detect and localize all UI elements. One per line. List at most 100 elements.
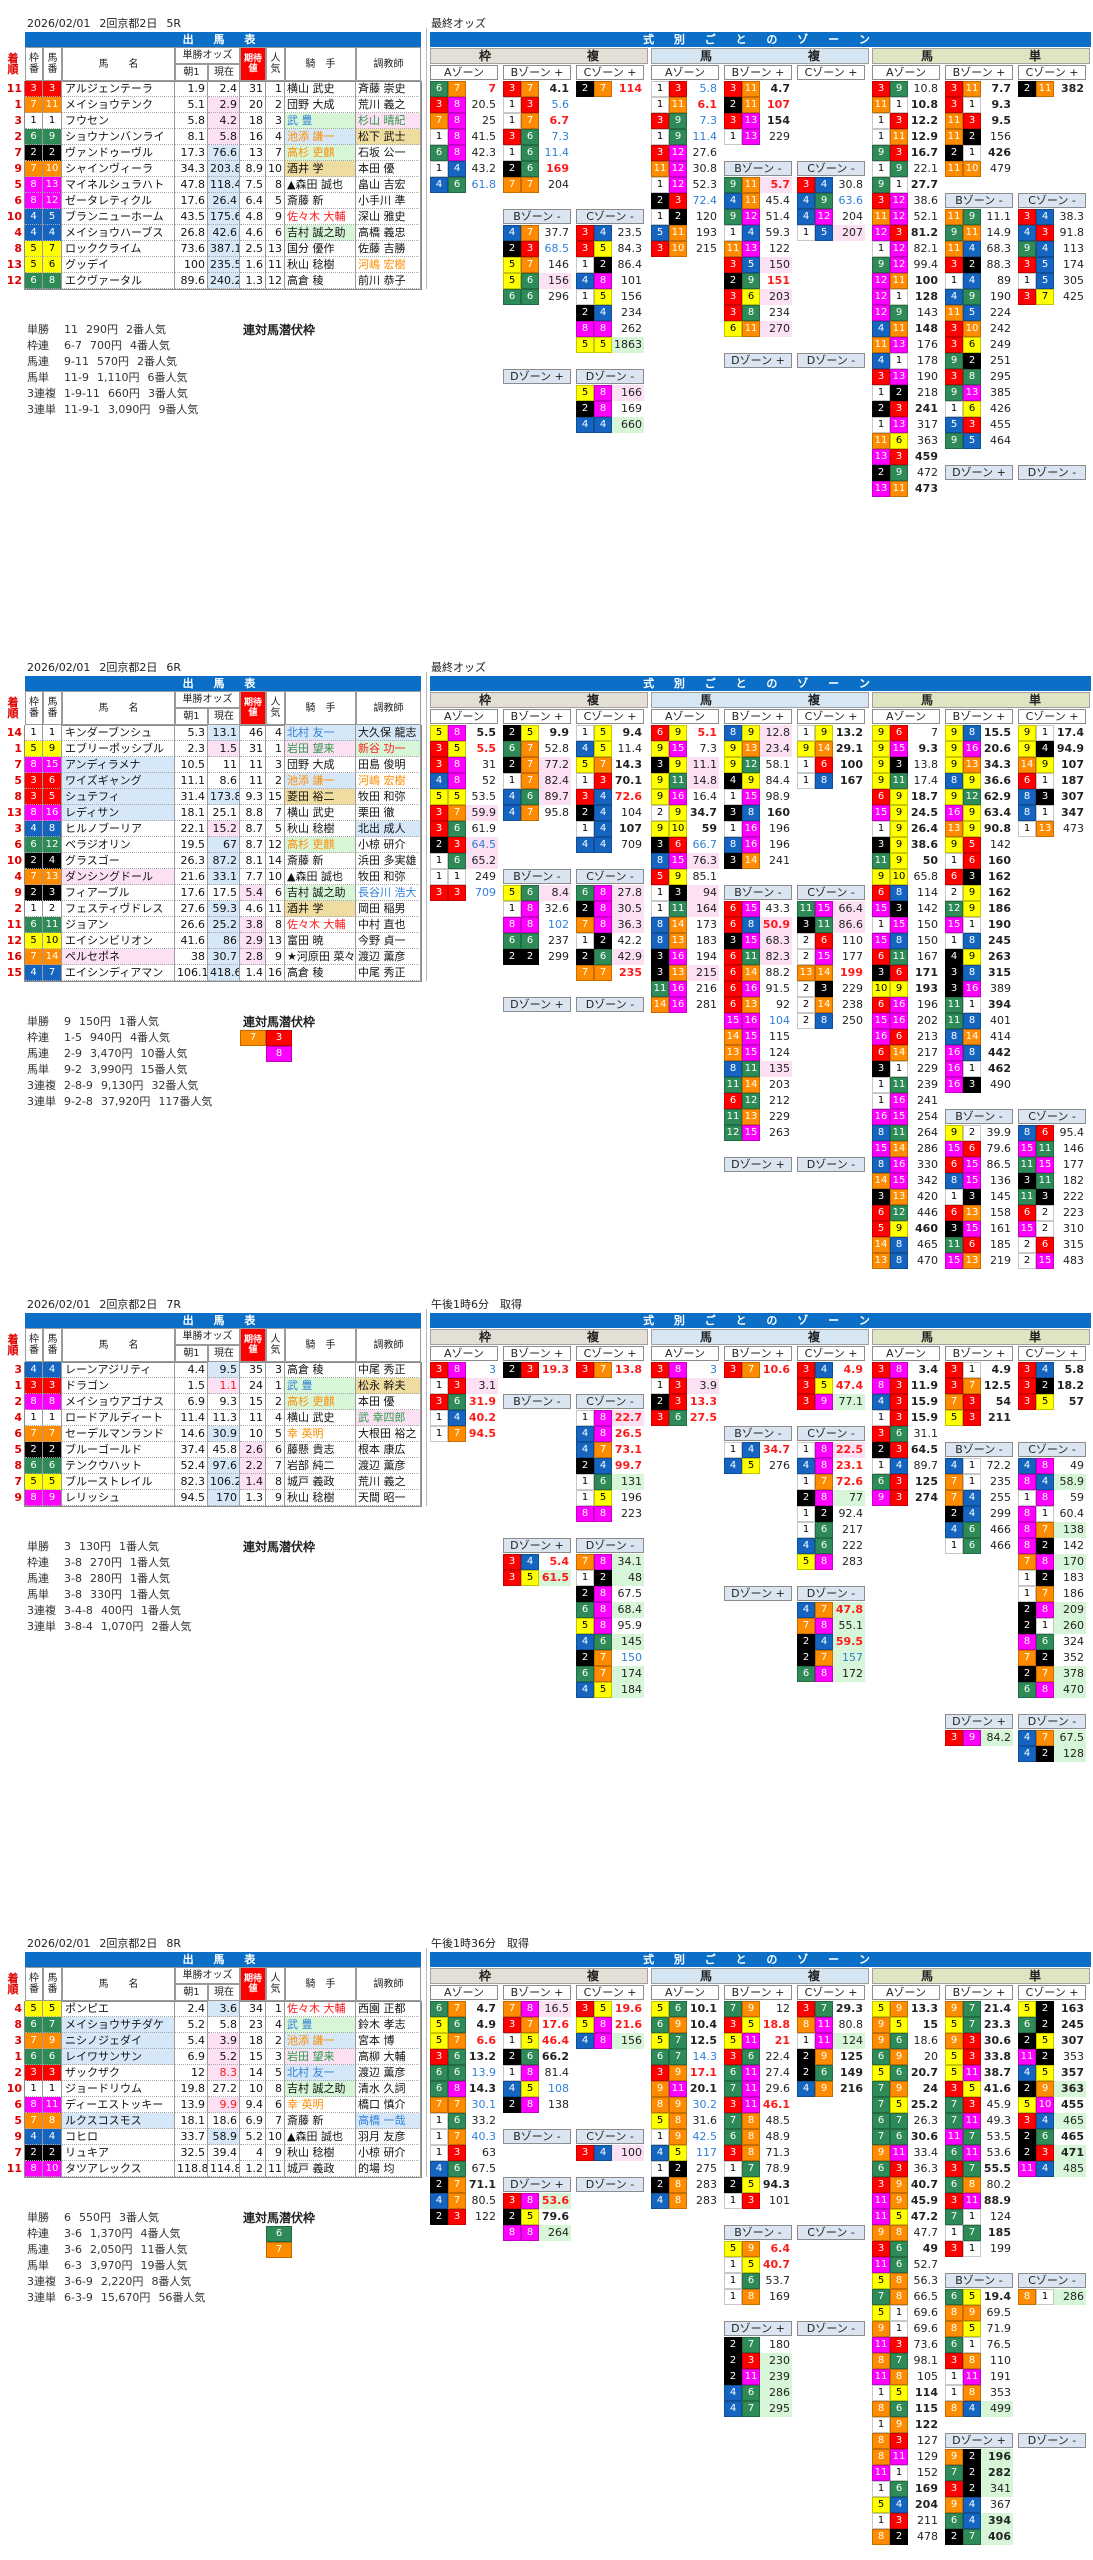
zone-entry: 9 16 20.6 — [945, 741, 1013, 757]
combo-first: 11 — [945, 1237, 963, 1253]
zone-entry: 1 3 3.9 — [651, 1378, 719, 1394]
combo-second: 13 — [963, 757, 981, 773]
combo-second: 7 — [448, 1426, 466, 1442]
zone-entry: 11 7 53.5 — [945, 2129, 1013, 2145]
odds-value: 352 — [1063, 1651, 1084, 1664]
zone-entry: 6 9 20 — [872, 2049, 940, 2065]
zone-entry: 3 5 41.6 — [945, 2081, 1013, 2097]
race-number: 7R — [166, 1298, 182, 1311]
zone-entry: 1 4 107 — [576, 821, 644, 837]
odds-value: 31.9 — [468, 1395, 496, 1408]
horse-num: 9 — [43, 1490, 62, 1506]
combo-second: 6 — [669, 837, 687, 853]
column-divider — [426, 672, 427, 981]
combo-second: 10 — [669, 821, 687, 837]
combo-second: 3 — [1036, 1189, 1054, 1205]
combo-second: 9 — [890, 981, 908, 997]
zone-entry: 3 11 46.1 — [724, 2097, 792, 2113]
combo-first: 3 — [872, 81, 890, 97]
combo-first: 4 — [430, 773, 448, 789]
combo-second: 15 — [890, 1109, 908, 1125]
combo-first: 7 — [576, 1554, 594, 1570]
odds-value: 34.7 — [762, 1443, 790, 1456]
combo-second: 7 — [742, 1362, 760, 1378]
zone-entry: 3 1 199 — [945, 2241, 1013, 2257]
zone-entry: 3 6 27.5 — [651, 1410, 719, 1426]
payout-type: 馬単 — [27, 1063, 49, 1076]
zone-entry: 1 11 239 — [872, 1077, 940, 1093]
horse-trainer: 石坂 公一 — [356, 145, 421, 161]
zone-entry: 11 13 122 — [724, 241, 792, 257]
odds-value: 254 — [917, 1110, 938, 1123]
combo-second: 8 — [815, 1490, 833, 1506]
horse-ev: 8.9 — [240, 161, 266, 177]
odds-value: 41.6 — [983, 2082, 1011, 2095]
payout-popularity: 11番人気 — [140, 2243, 188, 2256]
horse-morning: 52.4 — [175, 1458, 208, 1474]
horse-jockey: 吉村 誠之助 — [285, 2081, 356, 2097]
zone-entry: 2 8 77 — [797, 1490, 865, 1506]
horse-current: 25.2 — [208, 917, 240, 933]
combo-second: 4 — [594, 805, 612, 821]
combo-second: 6 — [890, 433, 908, 449]
horse-current: 59.3 — [208, 901, 240, 917]
horse-frame: 1 — [25, 725, 43, 741]
combo-first: 11 — [945, 997, 963, 1013]
combo-first: 3 — [1018, 1394, 1036, 1410]
combo-second: 2 — [1036, 1746, 1054, 1762]
horse-pop: 3 — [266, 113, 285, 129]
zone-label-C-plus: Cゾーン + — [1018, 1985, 1086, 2000]
zone-label-C-minus: Cゾーン - — [797, 2225, 865, 2240]
zone-entry: 8 8 262 — [576, 321, 644, 337]
horse-frame: 6 — [25, 2017, 43, 2033]
combo-second: 5 — [742, 257, 760, 273]
zone-entry: 4 9 63.6 — [797, 193, 865, 209]
horse-current: 11.3 — [208, 1410, 240, 1426]
odds-value: 100 — [915, 274, 938, 287]
combo-second: 7 — [521, 113, 539, 129]
combo-second: 14 — [815, 965, 833, 981]
combo-second: 7 — [448, 2129, 466, 2145]
horse-jockey: 酒井 学 — [285, 161, 356, 177]
odds-value: 11.9 — [910, 1379, 938, 1392]
zone-label-C-plus: Cゾーン + — [797, 1985, 865, 2000]
payout-combination: 2-8-9 — [64, 1079, 93, 1092]
combo-first: 12 — [872, 225, 890, 241]
combo-first: 7 — [503, 2001, 521, 2017]
horse-pop: 8 — [266, 177, 285, 193]
combo-second: 1 — [890, 177, 908, 193]
payout-amount: 660円 — [107, 387, 140, 400]
combo-first: 11 — [872, 2193, 890, 2209]
zone-entry: 2 7 114 — [576, 81, 644, 97]
zone-entry: 11 12 52.1 — [872, 209, 940, 225]
horse-morning: 22.1 — [175, 821, 208, 837]
combo-first: 9 — [651, 741, 669, 757]
zone-entry: 9 3 13.8 — [872, 757, 940, 773]
horse-trainer: 天間 昭一 — [356, 1490, 421, 1506]
odds-value: 51.4 — [765, 210, 791, 223]
combo-second: 6 — [815, 1538, 833, 1554]
combo-second: 4 — [594, 2145, 612, 2161]
zone-entry: 8 8 102 — [503, 917, 571, 933]
zone-label-D-minus: Dゾーン - — [576, 1538, 644, 1553]
zone-entry: 1 6 160 — [945, 853, 1013, 869]
combo-first: 8 — [1018, 1506, 1036, 1522]
odds-value: 204 — [915, 2498, 938, 2511]
combo-second: 8 — [742, 2113, 760, 2129]
horse-current: 175.6 — [208, 209, 240, 225]
combo-second: 7 — [815, 1602, 833, 1618]
horse-trainer: 武 幸四郎 — [356, 1410, 421, 1426]
odds-value: 178 — [917, 354, 938, 367]
combo-second: 8 — [963, 1045, 981, 1061]
zone-entry: 4 8 156 — [576, 2033, 644, 2049]
combo-first: 5 — [651, 2001, 669, 2017]
odds-value: 19.6 — [614, 2002, 642, 2015]
horse-name: ジョアン — [62, 917, 175, 933]
combo-first: 6 — [945, 1157, 963, 1173]
horse-name: リュキア — [62, 2145, 175, 2161]
zone-entry: 6 8 50.9 — [724, 917, 792, 933]
combo-first: 7 — [724, 2001, 742, 2017]
odds-value: 21 — [774, 2034, 790, 2047]
combo-first: 2 — [503, 2097, 521, 2113]
odds-value: 187 — [1061, 774, 1084, 787]
